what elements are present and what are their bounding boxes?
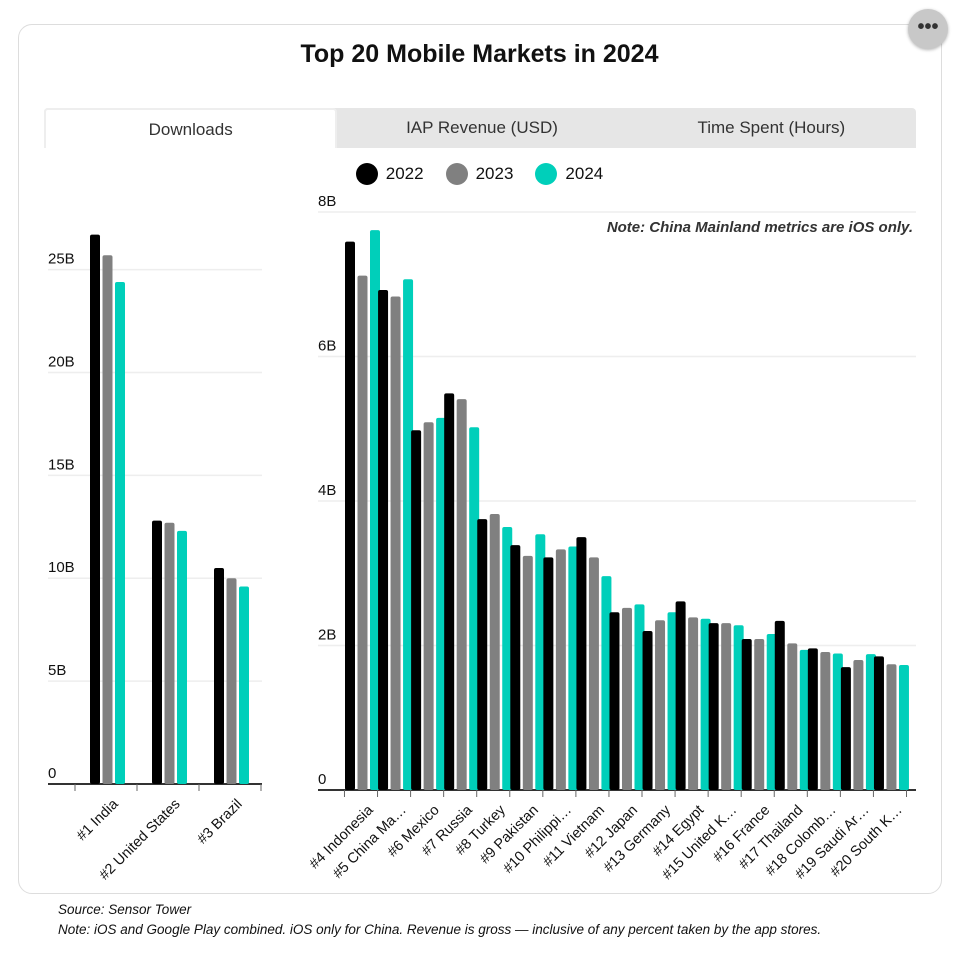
x-tick-label: #3 Brazil [194, 796, 245, 847]
bar-2024 [667, 612, 678, 790]
bar-2022 [152, 520, 162, 784]
bar-2023 [423, 422, 434, 790]
bar-2023 [456, 399, 467, 790]
bar-2022 [708, 623, 719, 790]
bar-2024 [115, 281, 125, 784]
bar-2024 [535, 534, 546, 790]
bar-2022 [873, 656, 884, 790]
bar-2023 [853, 659, 864, 790]
bar-2024 [700, 618, 711, 790]
legend-dot [355, 163, 378, 185]
bar-2022 [477, 519, 488, 790]
bar-2022 [510, 545, 521, 790]
tab-iap-revenue[interactable]: IAP Revenue (USD) [406, 118, 558, 137]
legend-dot [445, 163, 468, 185]
tab-downloads[interactable]: Downloads [44, 108, 338, 148]
y-tick-label: 0 [318, 771, 326, 788]
legend-label: 2024 [565, 164, 604, 183]
y-tick-label: 8B [318, 193, 336, 210]
bar-2024 [898, 665, 909, 790]
y-tick-label: 4B [318, 482, 336, 499]
bar-2024 [436, 417, 447, 790]
bar-2024 [239, 586, 249, 784]
bar-2024 [733, 625, 744, 790]
legend-label: 2023 [475, 164, 514, 183]
bar-2022 [411, 430, 422, 790]
bar-2023 [754, 638, 765, 790]
y-tick-label: 20B [48, 353, 75, 370]
y-tick-label: 0 [48, 765, 56, 782]
chart-note: Note: China Mainland metrics are iOS onl… [606, 219, 913, 236]
y-tick-label: 25B [48, 251, 75, 268]
page-title: Top 20 Mobile Markets in 2024 [300, 40, 659, 68]
bar-2023 [688, 617, 699, 790]
footer-note: Note: iOS and Google Play combined. iOS … [58, 922, 822, 937]
bar-2023 [820, 652, 831, 790]
bar-2024 [469, 427, 480, 790]
bar-2023 [621, 607, 632, 790]
legend-item-2024[interactable]: 2024 [535, 163, 603, 185]
bar-2024 [799, 649, 810, 790]
legend-item-2023[interactable]: 2023 [445, 163, 514, 185]
bar-2022 [642, 631, 653, 790]
bar-2023 [886, 664, 897, 790]
legend-label: 2022 [385, 164, 424, 183]
bar-2023 [655, 620, 666, 790]
footer-source: Source: Sensor Tower [58, 902, 192, 917]
bar-2023 [164, 522, 175, 784]
metric-tabs: Downloads IAP Revenue (USD) Time Spent (… [44, 108, 916, 148]
bar-2024 [568, 546, 579, 790]
legend-item-2022[interactable]: 2022 [355, 163, 424, 185]
bar-2022 [378, 290, 389, 790]
legend: 2022 2023 2024 [0, 163, 959, 185]
y-tick-label: 15B [48, 456, 75, 473]
y-tick-label: 6B [318, 338, 336, 355]
bar-2022 [675, 601, 686, 790]
x-tick-label: #1 India [74, 796, 122, 844]
bar-2022 [774, 620, 785, 790]
bar-2022 [741, 638, 752, 790]
bar-2023 [522, 555, 533, 790]
bar-2024 [502, 527, 513, 790]
bar-2022 [214, 567, 224, 784]
bar-2024 [403, 279, 414, 790]
bar-2023 [787, 643, 798, 790]
bar-2024 [601, 576, 612, 790]
y-tick-label: 5B [48, 662, 66, 679]
bar-2023 [588, 557, 599, 790]
bar-2022 [543, 557, 554, 790]
bar-2023 [489, 514, 500, 790]
y-tick-label: 2B [318, 627, 336, 644]
bar-2022 [840, 667, 851, 790]
bar-2024 [766, 633, 777, 790]
bar-2023 [226, 578, 237, 784]
bar-2022 [576, 537, 587, 790]
legend-dot [535, 163, 558, 185]
bar-2024 [865, 654, 876, 790]
bar-2022 [345, 241, 355, 790]
bar-2024 [177, 530, 187, 784]
bar-2023 [102, 255, 113, 785]
bar-2023 [555, 549, 566, 790]
bar-2024 [832, 653, 843, 790]
tab-time-spent[interactable]: Time Spent (Hours) [697, 118, 846, 137]
bar-2022 [807, 648, 818, 790]
bar-2023 [357, 275, 368, 791]
bar-2023 [721, 623, 732, 790]
more-options-button[interactable]: ••• [908, 9, 948, 49]
bar-2022 [609, 612, 620, 790]
bar-2022 [90, 234, 100, 785]
bar-2024 [370, 230, 380, 790]
bar-2024 [634, 604, 645, 790]
bar-2022 [444, 393, 455, 790]
y-tick-label: 10B [48, 559, 75, 576]
bar-2023 [390, 296, 401, 790]
